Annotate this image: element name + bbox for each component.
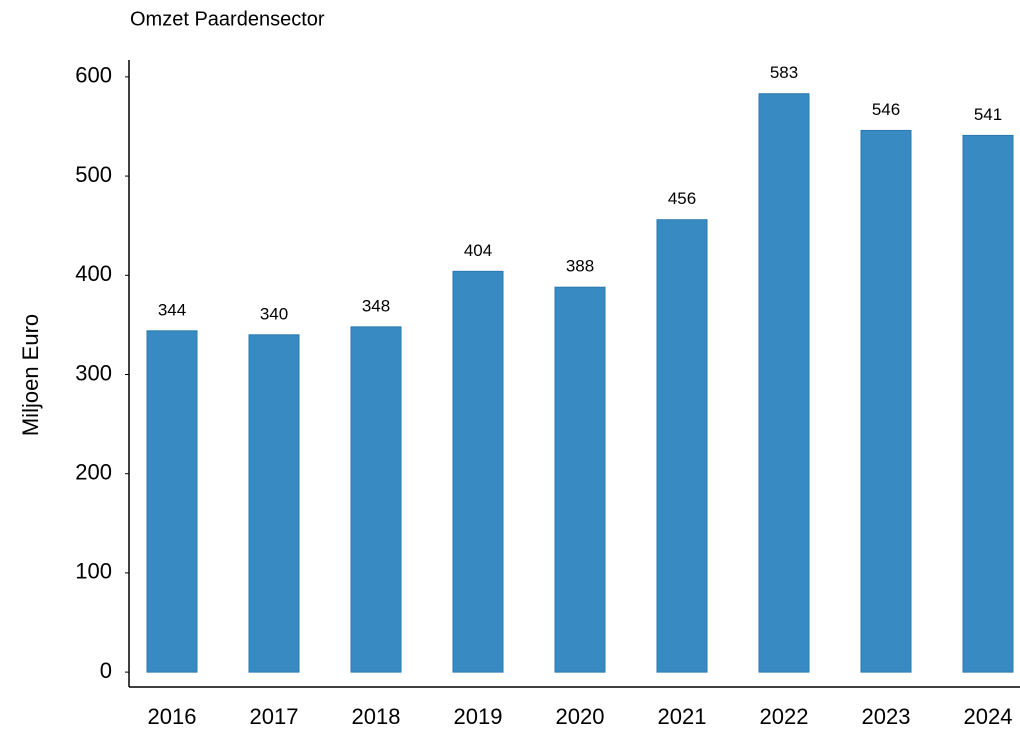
x-tick-label: 2024 xyxy=(964,704,1013,729)
value-label: 344 xyxy=(158,300,186,319)
x-tick-label: 2018 xyxy=(352,704,401,729)
y-tick-label: 100 xyxy=(75,559,112,584)
y-tick-label: 400 xyxy=(75,261,112,286)
y-tick-label: 0 xyxy=(100,658,112,683)
x-tick-label: 2019 xyxy=(454,704,503,729)
y-tick-label: 600 xyxy=(75,63,112,88)
value-label: 340 xyxy=(260,304,288,323)
x-tick-label: 2023 xyxy=(862,704,911,729)
value-label: 541 xyxy=(974,105,1002,124)
x-tick-label: 2021 xyxy=(658,704,707,729)
x-tick-label: 2020 xyxy=(556,704,605,729)
value-label: 456 xyxy=(668,189,696,208)
y-axis-label: Miljoen Euro xyxy=(18,314,43,436)
bar xyxy=(248,334,300,673)
x-tick-label: 2016 xyxy=(148,704,197,729)
bar xyxy=(758,93,810,673)
bar xyxy=(962,134,1014,673)
value-label: 546 xyxy=(872,100,900,119)
bar xyxy=(860,129,912,673)
chart-title: Omzet Paardensector xyxy=(130,8,325,30)
bar xyxy=(656,219,708,673)
y-tick-label: 300 xyxy=(75,360,112,385)
bar xyxy=(554,286,606,673)
bar xyxy=(146,330,198,673)
value-label: 348 xyxy=(362,296,390,315)
x-tick-label: 2022 xyxy=(760,704,809,729)
value-label: 583 xyxy=(770,63,798,82)
x-tick-label: 2017 xyxy=(250,704,299,729)
value-label: 388 xyxy=(566,257,594,276)
bar xyxy=(350,326,402,673)
y-tick-label: 200 xyxy=(75,460,112,485)
y-tick-label: 500 xyxy=(75,162,112,187)
value-label: 404 xyxy=(464,241,492,260)
bar xyxy=(452,270,504,673)
